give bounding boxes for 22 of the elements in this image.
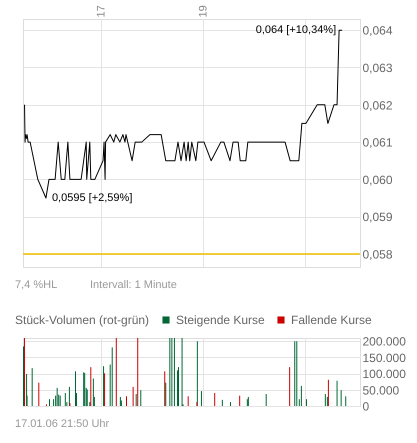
- text: 7,4 %HL: [15, 279, 58, 291]
- x-tick-label: 17: [96, 5, 108, 18]
- legend-label: Steigende Kurse: [176, 313, 266, 327]
- annotation: 0,0595 [+2,59%]: [52, 192, 132, 204]
- y-tick-label: 0,058: [362, 247, 393, 262]
- text: 17.01.06 21:50 Uhr: [15, 418, 110, 430]
- y-tick-label: 200.000: [362, 334, 406, 349]
- y-tick-label: 0: [362, 400, 370, 414]
- text: Intervall: 1 Minute: [90, 279, 177, 291]
- annotation: 0,064 [+10,34%]: [256, 24, 336, 36]
- y-tick-label: 0,059: [362, 210, 393, 224]
- y-tick-label: 100.000: [362, 367, 406, 382]
- y-tick-label: 0,063: [362, 60, 393, 75]
- y-tick-label: 150.000: [362, 350, 406, 365]
- legend-label: Fallende Kurse: [291, 313, 372, 327]
- y-tick-label: 0,062: [362, 98, 393, 112]
- y-tick-label: 50.000: [362, 383, 400, 398]
- x-tick-label: 19: [197, 5, 210, 18]
- y-tick-label: 0,060: [362, 172, 393, 187]
- chart-title: Stück-Volumen (rot-grün): [15, 313, 150, 328]
- y-tick-label: 0,064: [362, 24, 393, 38]
- y-tick-label: 0,061: [362, 136, 393, 150]
